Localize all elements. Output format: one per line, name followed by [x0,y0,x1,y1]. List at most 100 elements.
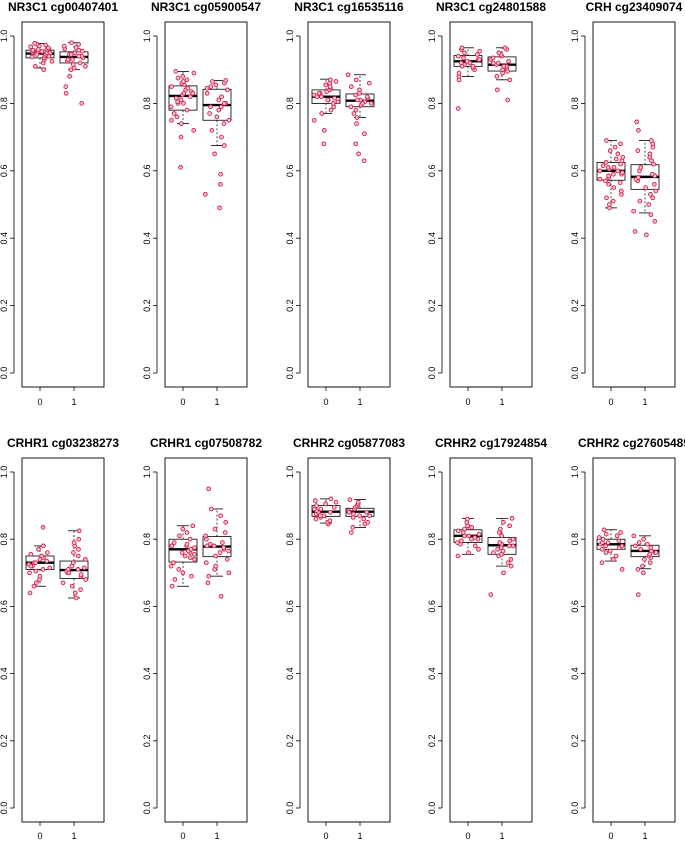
data-point [333,79,339,84]
data-point [648,545,654,550]
data-point [636,540,642,545]
data-point [185,85,191,91]
data-point [328,496,334,502]
data-point [455,540,460,545]
box-group [630,533,660,597]
data-point [497,540,503,545]
data-point [610,198,616,204]
data-point [321,128,327,133]
data-point [180,526,186,532]
data-point [502,45,508,51]
data-point [653,188,659,194]
data-point [208,506,214,512]
y-tick-label: 0.4 [570,232,580,245]
data-point [354,115,360,120]
data-point [212,526,218,532]
data-point [330,101,336,106]
data-point [643,185,648,190]
y-tick-label: 0.0 [285,367,295,380]
data-point [620,154,626,160]
chart-panel: CRH cg23409074 0.0 0.2 0.4 0.6 0.8 1.0 0 1 [570,0,683,407]
data-point [462,526,467,532]
data-point [190,90,196,96]
data-point [353,92,359,98]
y-tick-label: 0.4 [285,232,295,245]
data-point [323,82,329,88]
data-point [637,198,643,204]
data-point [603,543,608,549]
data-point [72,590,78,596]
data-point [69,40,74,46]
data-point [213,563,219,569]
data-point [501,63,507,69]
data-point [607,148,613,153]
data-point [177,533,182,539]
data-point [603,178,608,184]
y-tick-label: 0.8 [427,97,437,110]
y-tick-label: 0.8 [570,97,580,110]
data-point [73,595,79,601]
data-point [501,520,506,525]
chart-title: NR3C1 cg05900547 [151,0,261,14]
data-point [604,195,609,201]
data-point [168,104,174,110]
data-point [219,94,224,100]
data-point [650,195,656,201]
data-point [76,53,82,59]
box-group [168,69,198,170]
data-point [28,563,34,569]
data-point [208,84,214,89]
data-point [210,79,215,84]
data-point [225,87,230,93]
data-point [327,509,333,515]
data-point [328,107,334,113]
data-point [355,499,361,505]
data-point [81,565,87,571]
data-point [618,141,623,147]
y-tick-label: 0.6 [570,600,580,613]
data-point [354,121,359,126]
data-point [632,229,638,234]
data-point [75,567,81,572]
data-point [28,551,34,557]
data-point [616,538,622,544]
data-point [44,558,50,564]
y-tick-label: 0.6 [0,600,9,613]
data-point [472,543,478,549]
box-group [202,486,232,599]
data-point [45,45,51,51]
data-point [43,42,48,48]
data-point [203,560,209,566]
data-point [615,151,621,157]
data-point [180,79,186,84]
data-point [182,553,188,559]
data-point [459,45,465,51]
data-point [70,560,76,566]
y-tick-label: 1.0 [0,30,9,43]
chart-title: CRH cg23409074 [586,0,683,14]
data-point [184,530,190,535]
data-point [617,180,623,185]
x-tick-label: 0 [608,397,613,407]
x-tick-label: 1 [642,397,647,407]
data-point [46,53,52,59]
data-point [37,573,43,579]
data-point [169,543,175,549]
data-point [494,87,500,93]
data-point [217,205,222,211]
data-point [612,144,618,150]
data-point [82,557,88,562]
y-tick-label: 0.6 [0,165,9,178]
data-point [646,202,652,207]
data-point [361,158,367,164]
data-point [28,44,34,50]
data-point [652,218,658,224]
y-tick-label: 0.2 [0,299,9,312]
box-group [25,525,55,596]
data-point [346,509,352,515]
data-point [455,553,461,559]
data-point [169,583,175,589]
data-point [459,538,464,544]
y-tick-label: 1.0 [427,466,437,479]
data-point [321,141,327,147]
